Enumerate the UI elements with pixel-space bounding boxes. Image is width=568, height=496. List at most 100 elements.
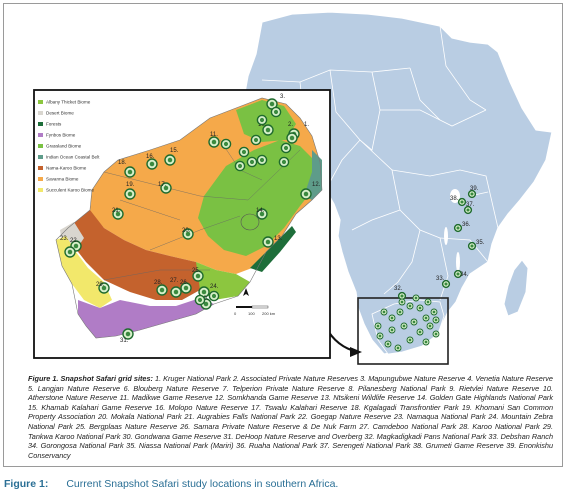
site-marker-core	[460, 200, 464, 204]
site-label: 13.	[274, 236, 283, 242]
southern-africa-box-markers	[374, 294, 440, 352]
legend-swatch	[38, 111, 43, 115]
legend-label: Succulent Karoo Biome	[46, 188, 94, 193]
site-marker-core	[167, 157, 173, 163]
site-label: 36.	[462, 222, 471, 228]
africa-site-markers: 32. 33. 34. 35. 36. 37. 38. 39.	[394, 186, 485, 301]
figure-caption: Figure 1. Snapshot Safari grid sites: 1.…	[28, 374, 553, 460]
site-marker-core	[241, 149, 247, 155]
biome-legend: Albany Thicket Biome Desert Biome Forests F…	[38, 100, 100, 193]
site-label: 28.	[154, 280, 163, 286]
site-marker-core	[115, 211, 121, 217]
site-marker-core	[470, 244, 474, 248]
site-label: 23.	[60, 236, 69, 242]
site-label: 15.	[170, 148, 179, 154]
site-marker-core	[418, 330, 422, 334]
legend-label: Albany Thicket Biome	[46, 100, 91, 105]
site-label: 37.	[466, 202, 475, 208]
inset-site-markers: 1.2.3.10.11.12.13.14.15.16.17.18.19.20.2…	[60, 94, 321, 344]
legend-label: Desert Biome	[46, 111, 74, 116]
site-marker-core	[378, 334, 382, 338]
site-label: 2.	[288, 122, 293, 128]
site-marker-core	[223, 141, 229, 147]
site-marker-core	[125, 331, 131, 337]
site-marker-core	[283, 145, 289, 151]
site-label: 32.	[394, 286, 403, 292]
site-label: 17.	[158, 182, 167, 188]
site-label: 35.	[476, 240, 485, 246]
site-marker-core	[269, 101, 275, 107]
site-marker-core	[402, 324, 406, 328]
site-marker-core	[273, 109, 279, 115]
site-label: 3.	[280, 94, 285, 100]
site-label: 1.	[304, 122, 309, 128]
site-marker-core	[414, 296, 418, 300]
site-marker-core	[253, 137, 259, 143]
site-label: 19.	[126, 182, 135, 188]
legend-swatch	[38, 133, 43, 137]
site-label: 21.	[112, 208, 121, 214]
site-marker-core	[101, 285, 107, 291]
inset-map: Albany Thicket Biome Desert Biome Forests F…	[33, 89, 331, 359]
site-marker-core	[418, 306, 422, 310]
caption-body: 1. Kruger National Park 2. Associated Pr…	[28, 374, 553, 460]
site-label: 20.	[182, 228, 191, 234]
legend-swatch	[38, 144, 43, 148]
site-marker-core	[408, 304, 412, 308]
site-marker-core	[376, 324, 380, 328]
site-label: 16.	[146, 154, 155, 160]
figure-label: Figure 1: Current Snapshot Safari study l…	[4, 478, 338, 490]
site-label: 39.	[470, 186, 479, 192]
scale-bar: 0 100 200 km	[234, 305, 276, 316]
site-label: 14.	[256, 208, 265, 214]
site-marker-core	[259, 117, 265, 123]
site-marker-core	[183, 285, 189, 291]
legend-label: Savanna Biome	[46, 177, 79, 182]
site-marker-core	[163, 185, 169, 191]
legend-swatch	[38, 155, 43, 159]
scale-mid: 100	[248, 311, 255, 316]
legend-label: Indian Ocean Coastal Belt	[46, 155, 100, 160]
north-arrow	[243, 288, 249, 296]
site-label: 12.	[312, 182, 321, 188]
site-marker-core	[67, 249, 73, 255]
site-marker-core	[249, 159, 255, 165]
site-label: 24.	[210, 284, 219, 290]
site-marker-core	[265, 127, 271, 133]
site-marker-core	[400, 294, 404, 298]
site-label: 31.	[120, 338, 129, 344]
site-marker-core	[432, 310, 436, 314]
legend-label: Grassland Biome	[46, 144, 82, 149]
site-marker-core	[386, 342, 390, 346]
site-marker-core	[259, 211, 265, 217]
site-marker-core	[127, 169, 133, 175]
site-marker-core	[211, 139, 217, 145]
site-marker-core	[412, 320, 416, 324]
site-marker-core	[211, 293, 217, 299]
site-label: 18.	[118, 160, 127, 166]
site-marker-core	[203, 301, 209, 307]
legend-swatch	[38, 122, 43, 126]
site-marker-core	[456, 226, 460, 230]
legend-label: Fynbos Biome	[46, 133, 76, 138]
site-marker-core	[466, 208, 470, 212]
site-marker-core	[426, 300, 430, 304]
site-marker-core	[456, 272, 460, 276]
legend-swatch	[38, 100, 43, 104]
site-marker-core	[195, 273, 201, 279]
caption-lead: Figure 1. Snapshot Safari grid sites:	[28, 374, 153, 383]
site-marker-core	[159, 287, 165, 293]
site-label: 27.	[170, 278, 179, 284]
site-marker-core	[259, 157, 265, 163]
site-marker-core	[434, 332, 438, 336]
site-marker-core	[434, 318, 438, 322]
site-marker-core	[201, 289, 207, 295]
site-label: 34.	[460, 272, 469, 278]
figure-number: Figure 1:	[4, 478, 49, 490]
site-marker-core	[408, 338, 412, 342]
site-marker-core	[398, 310, 402, 314]
site-marker-core	[424, 316, 428, 320]
site-label: 22.	[70, 238, 79, 244]
